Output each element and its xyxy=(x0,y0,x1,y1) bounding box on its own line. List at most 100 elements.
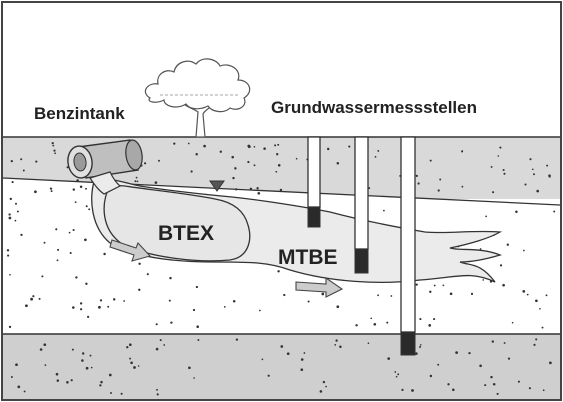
speckle-dot xyxy=(154,181,158,184)
speckle-dot xyxy=(173,142,176,145)
speckle-dot xyxy=(190,170,193,173)
speckle-dot xyxy=(231,155,234,159)
speckle-dot xyxy=(108,373,112,377)
speckle-dot xyxy=(71,348,74,351)
speckle-dot xyxy=(15,202,17,205)
speckle-dot xyxy=(90,366,93,369)
speckle-dot xyxy=(533,343,536,346)
speckle-dot xyxy=(522,290,526,293)
label-grundwassermessstellen: Grundwassermessstellen xyxy=(271,98,477,117)
speckle-dot xyxy=(158,159,160,162)
speckle-dot xyxy=(143,162,147,165)
speckle-dot xyxy=(17,385,21,389)
speckle-dot xyxy=(531,168,534,171)
monitoring-well-1 xyxy=(307,136,321,228)
speckle-dot xyxy=(195,153,198,156)
speckle-dot xyxy=(88,208,91,211)
speckle-dot xyxy=(526,293,529,296)
speckle-dot xyxy=(535,338,538,341)
speckle-dot xyxy=(193,377,195,379)
speckle-dot xyxy=(35,160,38,163)
speckle-dot xyxy=(247,144,251,148)
speckle-dot xyxy=(57,248,60,251)
speckle-dot xyxy=(367,342,370,345)
speckle-dot xyxy=(326,147,330,151)
speckle-dot xyxy=(30,297,33,301)
speckle-dot xyxy=(22,169,25,172)
flow-arrow-icon xyxy=(109,239,152,262)
speckle-dot xyxy=(68,231,71,234)
speckle-dot xyxy=(490,165,493,168)
speckle-dot xyxy=(195,285,199,289)
speckle-dot xyxy=(536,189,540,193)
monitoring-well-3 xyxy=(400,136,416,356)
speckle-dot xyxy=(479,248,482,250)
bedrock-layer xyxy=(3,334,560,399)
speckle-dot xyxy=(219,150,222,153)
speckle-dot xyxy=(85,366,89,370)
speckle-dot xyxy=(110,392,112,394)
speckle-dot xyxy=(524,183,527,186)
speckle-dot xyxy=(256,187,259,190)
speckle-dot xyxy=(56,379,60,382)
speckle-dot xyxy=(259,309,261,312)
speckle-dot xyxy=(549,361,552,365)
speckle-dot xyxy=(507,357,511,360)
speckle-dot xyxy=(286,352,290,356)
speckle-dot xyxy=(23,390,26,393)
speckle-dot xyxy=(16,210,19,213)
speckle-dot xyxy=(319,390,323,393)
speckle-dot xyxy=(279,188,283,192)
speckle-dot xyxy=(169,276,172,280)
speckle-dot xyxy=(249,187,253,191)
speckle-dot xyxy=(129,357,132,360)
speckle-dot xyxy=(415,174,418,178)
speckle-dot xyxy=(461,150,464,153)
speckle-dot xyxy=(387,357,391,360)
speckle-dot xyxy=(232,176,235,180)
speckle-dot xyxy=(503,172,506,175)
speckle-dot xyxy=(542,389,545,392)
speckle-dot xyxy=(499,264,503,267)
speckle-dot xyxy=(368,187,371,190)
speckle-dot xyxy=(235,188,238,191)
speckle-dot xyxy=(491,340,494,343)
speckle-dot xyxy=(492,382,496,386)
speckle-dot xyxy=(79,185,83,189)
speckle-dot xyxy=(156,393,159,396)
speckle-dot xyxy=(55,228,58,231)
speckle-dot xyxy=(479,364,482,368)
speckle-dot xyxy=(274,144,277,147)
speckle-dot xyxy=(51,141,54,145)
speckle-dot xyxy=(112,298,116,301)
speckle-dot xyxy=(197,339,200,341)
speckle-dot xyxy=(394,371,397,373)
speckle-dot xyxy=(395,375,398,378)
speckle-dot xyxy=(136,180,139,183)
speckle-dot xyxy=(120,392,123,395)
speckle-dot xyxy=(98,305,101,309)
speckle-dot xyxy=(307,300,310,303)
speckle-dot xyxy=(133,366,136,369)
monitoring-well-2 xyxy=(354,136,369,274)
speckle-dot xyxy=(429,374,433,378)
speckle-dot xyxy=(325,385,327,388)
speckle-dot xyxy=(86,315,90,319)
speckle-dot xyxy=(415,283,418,286)
label-benzintank: Benzintank xyxy=(34,104,125,123)
speckle-dot xyxy=(25,304,28,308)
speckle-dot xyxy=(417,182,420,185)
speckle-dot xyxy=(355,324,358,327)
speckle-dot xyxy=(496,392,499,395)
speckle-dot xyxy=(370,317,373,320)
speckle-dot xyxy=(335,339,338,342)
speckle-dot xyxy=(529,158,532,161)
speckle-dot xyxy=(545,294,548,297)
speckle-dot xyxy=(156,388,158,391)
speckle-dot xyxy=(497,155,500,157)
speckle-dot xyxy=(253,145,256,148)
speckle-dot xyxy=(390,295,393,297)
speckle-dot xyxy=(515,210,518,214)
speckle-dot xyxy=(75,276,78,279)
